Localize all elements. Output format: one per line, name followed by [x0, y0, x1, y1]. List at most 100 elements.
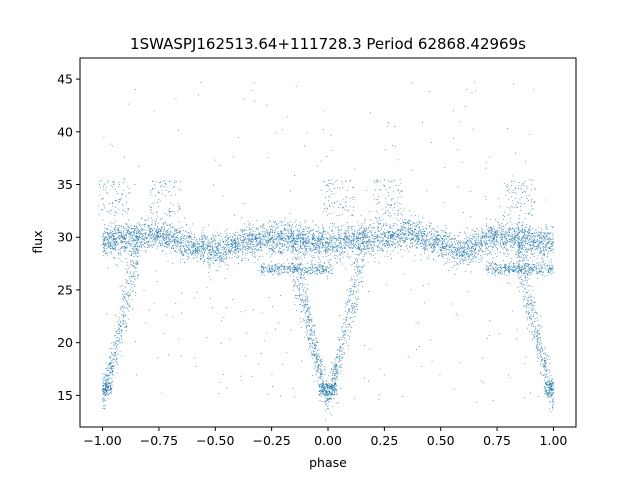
- data-point: [340, 247, 342, 249]
- data-point: [259, 246, 261, 248]
- data-point: [140, 228, 142, 230]
- data-point: [409, 233, 411, 235]
- data-point: [223, 256, 225, 258]
- data-point: [237, 255, 239, 257]
- data-point: [194, 239, 196, 241]
- data-point: [549, 232, 551, 234]
- data-point: [348, 230, 349, 231]
- data-point: [359, 244, 361, 246]
- data-point: [382, 225, 384, 227]
- data-point: [124, 238, 126, 240]
- data-point: [254, 255, 256, 257]
- data-point: [315, 247, 317, 248]
- data-point: [378, 223, 380, 225]
- data-point: [548, 240, 550, 242]
- data-point: [492, 239, 494, 241]
- data-point: [428, 241, 429, 243]
- data-point: [488, 253, 490, 255]
- data-point: [533, 241, 535, 243]
- data-point: [340, 242, 342, 244]
- data-point: [176, 240, 178, 242]
- data-point: [359, 232, 360, 234]
- data-point: [285, 224, 286, 226]
- data-point: [212, 250, 214, 252]
- data-point: [373, 250, 375, 252]
- data-point: [410, 220, 412, 222]
- data-point: [117, 242, 119, 244]
- data-point: [158, 231, 159, 233]
- data-point: [244, 247, 246, 249]
- data-point: [468, 238, 470, 240]
- data-point: [289, 244, 291, 246]
- data-point: [319, 238, 321, 240]
- data-point: [104, 245, 105, 247]
- data-point: [271, 237, 273, 239]
- data-point: [507, 235, 509, 237]
- data-point: [118, 229, 119, 231]
- data-point: [541, 227, 543, 229]
- data-point: [485, 234, 487, 236]
- data-point: [276, 237, 278, 239]
- data-point: [278, 235, 280, 237]
- data-point: [302, 244, 304, 246]
- data-point: [540, 249, 542, 251]
- data-point: [112, 239, 114, 241]
- data-point: [337, 237, 339, 239]
- data-point: [213, 239, 214, 241]
- data-point: [311, 241, 313, 243]
- data-point: [477, 230, 479, 232]
- data-point: [464, 231, 465, 233]
- data-point: [441, 238, 442, 240]
- data-point: [369, 242, 371, 244]
- data-point: [448, 254, 450, 256]
- data-point: [459, 240, 461, 242]
- data-point: [211, 247, 213, 249]
- data-point: [402, 236, 404, 238]
- data-point: [146, 238, 148, 240]
- data-point: [441, 244, 443, 246]
- data-point: [533, 238, 535, 240]
- data-point: [262, 225, 264, 226]
- data-point: [167, 234, 169, 236]
- data-point: [443, 264, 445, 266]
- data-point: [148, 245, 150, 246]
- data-point: [245, 238, 247, 240]
- data-point: [268, 241, 269, 242]
- data-point: [338, 247, 340, 249]
- data-point: [552, 249, 554, 251]
- data-point: [544, 238, 546, 240]
- data-point: [104, 243, 106, 244]
- data-point: [332, 249, 334, 251]
- data-point: [416, 233, 418, 235]
- data-point: [123, 238, 125, 240]
- data-point: [320, 260, 322, 262]
- data-point: [470, 254, 472, 256]
- data-point: [346, 236, 347, 237]
- data-point: [355, 244, 357, 245]
- data-point: [540, 236, 542, 238]
- data-point: [511, 235, 513, 237]
- data-point: [492, 247, 494, 249]
- data-point: [393, 238, 395, 240]
- data-point: [298, 251, 300, 253]
- data-point: [460, 252, 462, 254]
- data-point: [201, 235, 203, 236]
- data-point: [450, 238, 452, 240]
- data-point: [451, 241, 452, 243]
- data-point: [286, 239, 287, 241]
- data-point: [468, 248, 470, 250]
- data-point: [351, 229, 353, 231]
- data-point: [131, 228, 133, 229]
- data-point: [444, 245, 446, 247]
- data-point: [464, 271, 466, 273]
- data-point: [103, 233, 105, 234]
- data-point: [384, 236, 386, 238]
- data-point: [485, 243, 487, 245]
- data-point: [426, 238, 427, 240]
- data-point: [296, 230, 298, 232]
- data-point: [126, 242, 127, 244]
- data-point: [453, 238, 455, 240]
- data-point: [380, 237, 382, 239]
- data-point: [169, 224, 171, 226]
- data-point: [486, 232, 488, 234]
